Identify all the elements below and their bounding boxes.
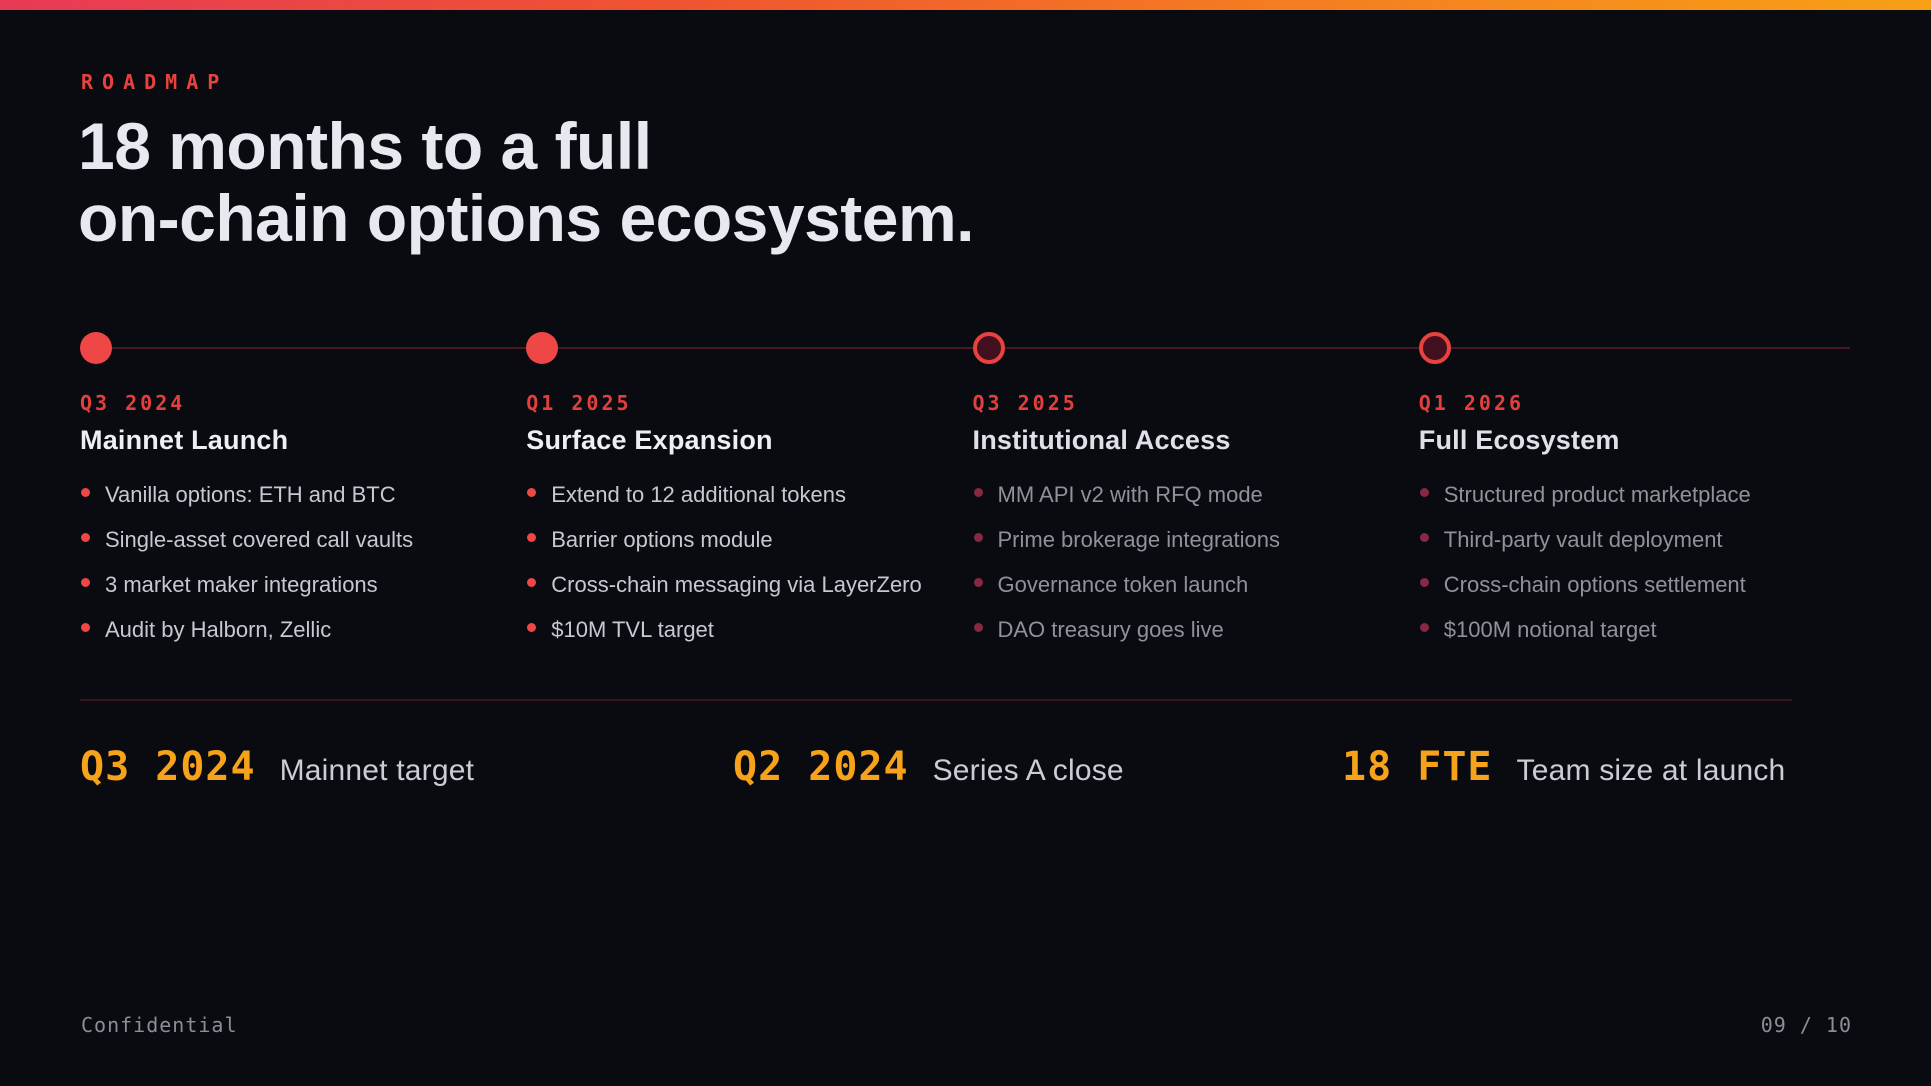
milestone-item: Vanilla options: ETH and BTC [80, 482, 512, 527]
milestone-date: Q1 2025 [526, 391, 632, 415]
page-title-line1: 18 months to a full [78, 109, 652, 183]
timeline-dot-filled [526, 332, 559, 364]
milestone-item: Single-asset covered call vaults [80, 527, 512, 572]
milestone-item: Third-party vault deployment [1419, 527, 1851, 572]
eyebrow-label: ROADMAP [81, 70, 229, 94]
milestone-item-list: MM API v2 with RFQ mode Prime brokerage … [973, 482, 1405, 662]
milestone-date: Q3 2024 [80, 391, 186, 415]
milestone-item: $100M notional target [1419, 617, 1851, 662]
stats-divider-line [80, 699, 1792, 701]
stat-label: Team size at launch [1516, 754, 1786, 787]
stat-value: Q2 2024 [733, 744, 909, 790]
stat-series-a: Q2 2024 Series A close [733, 744, 1342, 790]
milestone-title: Mainnet Launch [80, 425, 289, 455]
page-title: 18 months to a full on-chain options eco… [78, 109, 975, 255]
milestone-item: 3 market maker integrations [80, 572, 512, 617]
milestone-item: Barrier options module [526, 527, 958, 572]
milestone-item: Structured product marketplace [1419, 482, 1851, 527]
milestone-q1-2025: Q1 2025 Surface Expansion Extend to 12 a… [526, 332, 958, 662]
stats-row: Q3 2024 Mainnet target Q2 2024 Series A … [80, 744, 1851, 790]
stat-value: 18 FTE [1342, 744, 1493, 790]
milestone-item-list: Extend to 12 additional tokens Barrier o… [526, 482, 958, 662]
timeline-dot-hollow [1418, 332, 1451, 364]
confidential-label: Confidential [81, 1013, 238, 1037]
milestone-item-list: Vanilla options: ETH and BTC Single-asse… [80, 482, 512, 662]
milestone-title: Institutional Access [972, 425, 1231, 455]
stat-team-size: 18 FTE Team size at launch [1342, 744, 1851, 790]
stat-mainnet-target: Q3 2024 Mainnet target [80, 744, 733, 790]
timeline-dot-filled [80, 332, 112, 364]
top-gradient-bar [0, 0, 1931, 10]
stat-value: Q3 2024 [80, 744, 256, 790]
milestone-item: Cross-chain options settlement [1419, 572, 1851, 617]
milestone-item: Prime brokerage integrations [973, 527, 1405, 572]
stat-label: Mainnet target [279, 754, 475, 787]
milestones-timeline: Q3 2024 Mainnet Launch Vanilla options: … [80, 332, 1851, 662]
milestone-item: Governance token launch [973, 572, 1405, 617]
milestone-q3-2025: Q3 2025 Institutional Access MM API v2 w… [972, 332, 1405, 662]
page-title-line2: on-chain options ecosystem. [78, 181, 975, 255]
milestone-item-list: Structured product marketplace Third-par… [1419, 482, 1851, 662]
milestone-title: Surface Expansion [526, 425, 773, 455]
milestone-q1-2026: Q1 2026 Full Ecosystem Structured produc… [1418, 332, 1851, 662]
milestone-date: Q3 2025 [972, 391, 1078, 415]
page-number: 09 / 10 [1760, 1013, 1852, 1037]
milestone-date: Q1 2026 [1418, 391, 1525, 415]
milestone-item: MM API v2 with RFQ mode [973, 482, 1405, 527]
milestone-item: Extend to 12 additional tokens [526, 482, 958, 527]
milestone-item: Audit by Halborn, Zellic [80, 617, 512, 662]
milestone-item: $10M TVL target [526, 617, 958, 662]
milestone-item: Cross-chain messaging via LayerZero [526, 572, 958, 617]
milestone-item: DAO treasury goes live [973, 617, 1405, 662]
milestone-q3-2024: Q3 2024 Mainnet Launch Vanilla options: … [80, 332, 512, 662]
timeline-dot-hollow [972, 332, 1005, 364]
milestone-title: Full Ecosystem [1418, 425, 1620, 455]
stat-label: Series A close [932, 754, 1124, 787]
